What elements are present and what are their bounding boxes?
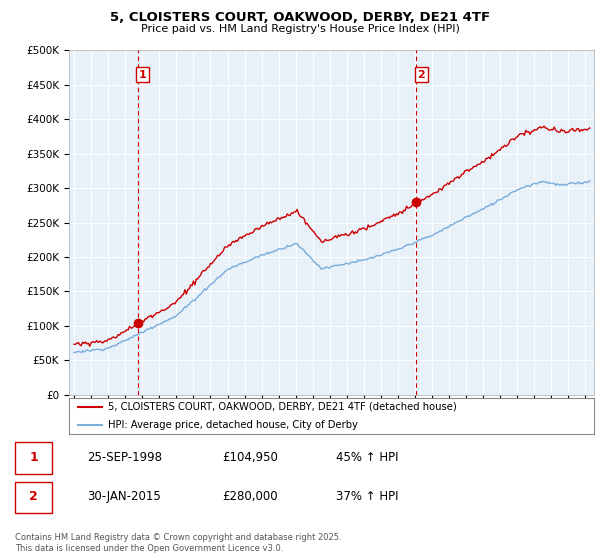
Bar	[15, 482, 52, 514]
Text: 25-SEP-1998: 25-SEP-1998	[87, 451, 162, 464]
Text: 45% ↑ HPI: 45% ↑ HPI	[336, 451, 398, 464]
Bar	[15, 442, 52, 474]
Text: 1: 1	[139, 69, 146, 80]
Text: HPI: Average price, detached house, City of Derby: HPI: Average price, detached house, City…	[109, 420, 358, 430]
Text: 30-JAN-2015: 30-JAN-2015	[87, 491, 161, 503]
Text: 37% ↑ HPI: 37% ↑ HPI	[336, 491, 398, 503]
Text: Contains HM Land Registry data © Crown copyright and database right 2025.
This d: Contains HM Land Registry data © Crown c…	[15, 533, 341, 553]
Text: 5, CLOISTERS COURT, OAKWOOD, DERBY, DE21 4TF: 5, CLOISTERS COURT, OAKWOOD, DERBY, DE21…	[110, 11, 490, 24]
Text: 2: 2	[29, 491, 38, 503]
Text: £280,000: £280,000	[222, 491, 278, 503]
Text: £104,950: £104,950	[222, 451, 278, 464]
Text: 2: 2	[418, 69, 425, 80]
Text: 5, CLOISTERS COURT, OAKWOOD, DERBY, DE21 4TF (detached house): 5, CLOISTERS COURT, OAKWOOD, DERBY, DE21…	[109, 402, 457, 412]
Text: Price paid vs. HM Land Registry's House Price Index (HPI): Price paid vs. HM Land Registry's House …	[140, 24, 460, 34]
Text: 1: 1	[29, 451, 38, 464]
